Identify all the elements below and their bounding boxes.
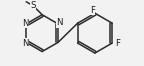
Text: F: F [90, 6, 95, 15]
Text: S: S [30, 1, 36, 10]
Text: F: F [115, 39, 120, 48]
Text: N: N [22, 39, 28, 48]
Text: N: N [56, 18, 62, 27]
Text: N: N [22, 19, 28, 28]
